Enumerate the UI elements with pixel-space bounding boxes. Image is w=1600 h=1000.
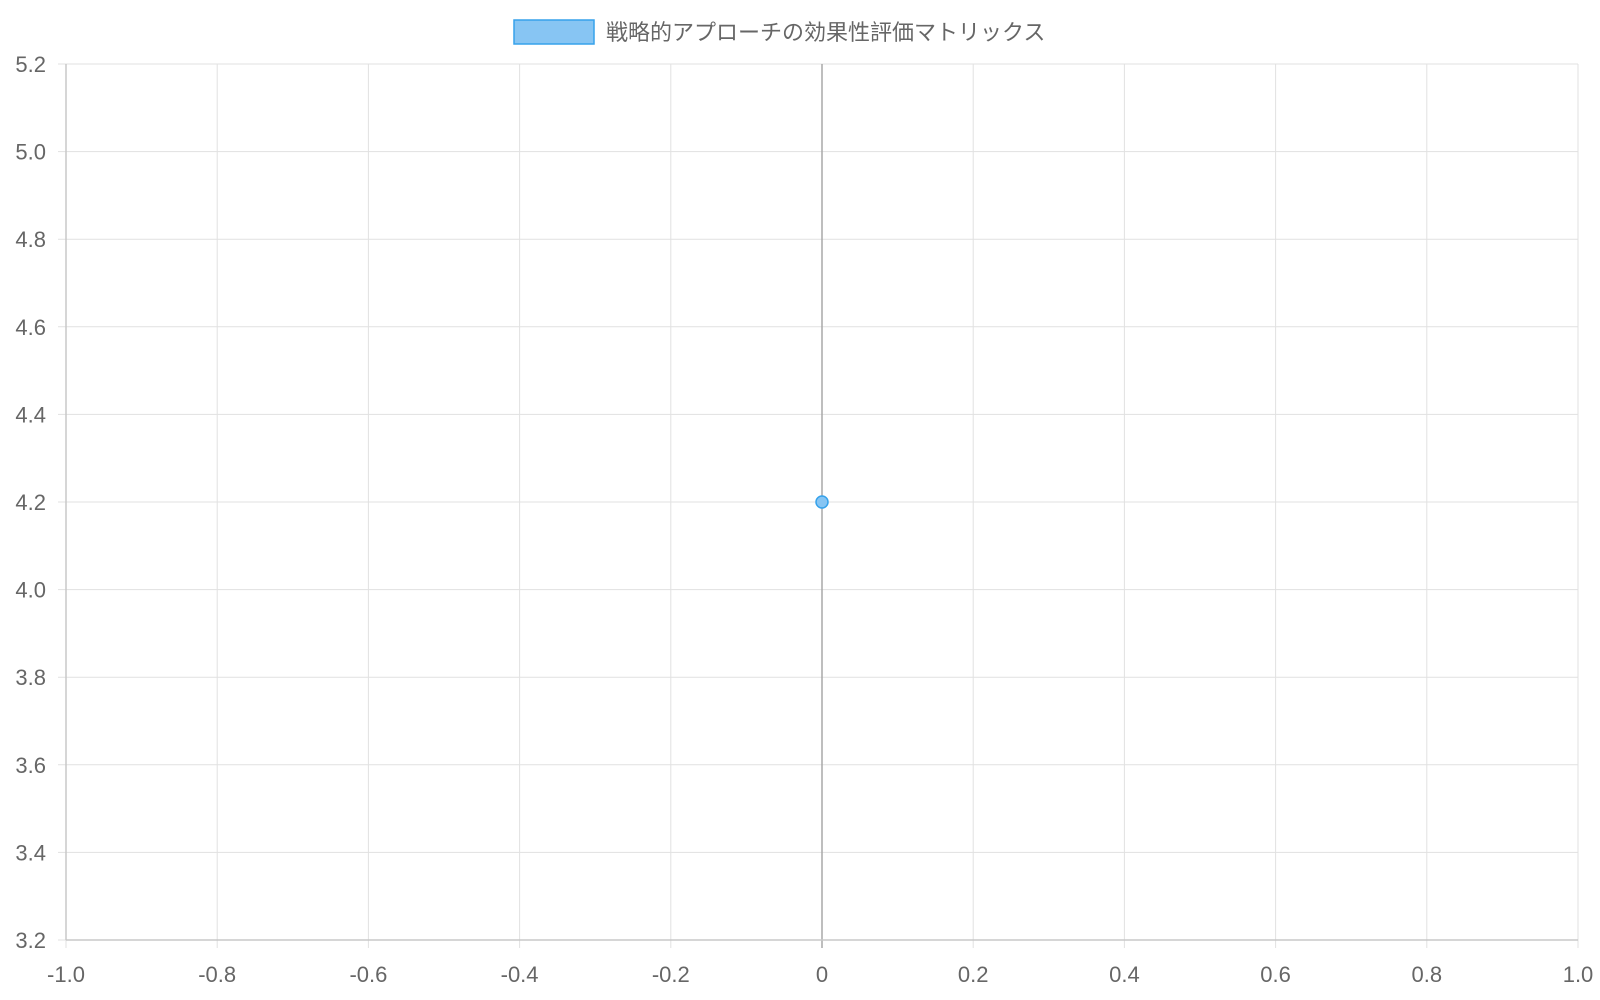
x-tick-label: 0.2 [958, 962, 989, 987]
x-tick-label: -0.6 [349, 962, 387, 987]
x-tick-label: 0.4 [1109, 962, 1140, 987]
tick-labels: -1.0 -0.8 -0.6 -0.4 -0.2 0 0.2 0.4 0.6 0.8 1.0 5.2 5… [15, 52, 1593, 987]
data-points [815, 495, 829, 509]
y-tick-label: 4.4 [15, 402, 46, 427]
x-tick-label: 1.0 [1563, 962, 1594, 987]
y-tick-label: 3.4 [15, 840, 46, 865]
x-tick-label: -1.0 [47, 962, 85, 987]
x-tick-label: -0.4 [501, 962, 539, 987]
x-tick-label: -0.8 [198, 962, 236, 987]
grid [58, 63, 1579, 948]
legend-swatch[interactable] [513, 19, 595, 45]
data-point [815, 495, 829, 509]
y-tick-label: 5.0 [15, 140, 46, 165]
y-tick-label: 4.8 [15, 227, 46, 252]
legend-label[interactable]: 戦略的アプローチの効果性評価マトリックス [606, 21, 1045, 46]
x-tick-label: 0 [816, 962, 828, 987]
y-tick-label: 4.0 [15, 578, 46, 603]
x-tick-label: 0.6 [1260, 962, 1291, 987]
x-tick-label: 0.8 [1412, 962, 1443, 987]
x-tick-label: -0.2 [652, 962, 690, 987]
y-tick-label: 3.8 [15, 665, 46, 690]
y-tick-label: 4.2 [15, 490, 46, 515]
y-tick-label: 5.2 [15, 52, 46, 77]
legend[interactable]: 戦略的アプローチの効果性評価マトリックス [513, 19, 1045, 46]
y-tick-label: 3.6 [15, 753, 46, 778]
y-tick-label: 3.2 [15, 928, 46, 953]
y-tick-label: 4.6 [15, 315, 46, 340]
